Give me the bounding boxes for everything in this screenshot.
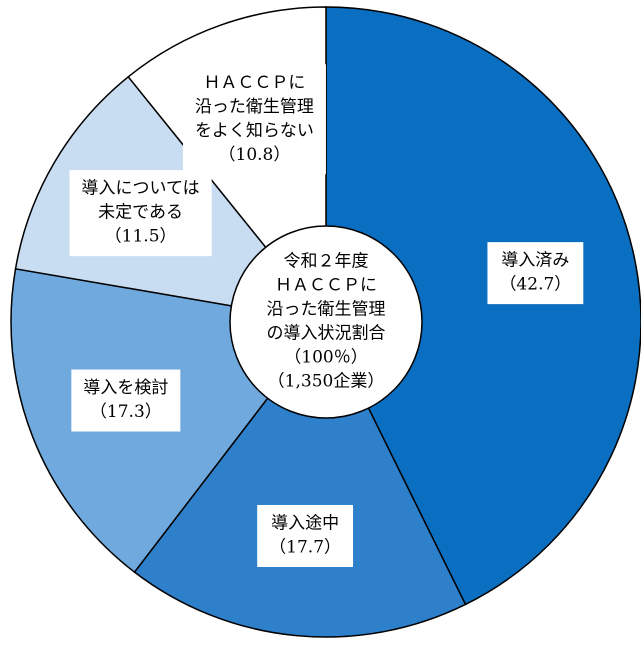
center-text: ＨＡＣＣＰに bbox=[275, 276, 377, 296]
category-label: 未定である bbox=[98, 203, 183, 223]
category-label: 導入済み bbox=[501, 251, 569, 271]
label-box bbox=[257, 504, 354, 567]
category-label: ＨＡＣＣＰに bbox=[203, 73, 305, 93]
value-label: （42.7） bbox=[499, 275, 571, 295]
value-label: （17.7） bbox=[269, 537, 341, 557]
slice-label: 導入途中 （17.7） bbox=[257, 504, 354, 567]
slice-label: 導入済み （42.7） bbox=[487, 242, 584, 305]
category-label: 導入途中 bbox=[271, 513, 339, 533]
center-text: 沿った衛生管理 bbox=[267, 300, 386, 320]
center-text: （1,350企業） bbox=[268, 372, 385, 392]
center-text: 令和２年度 bbox=[284, 252, 369, 272]
slice bbox=[325, 6, 641, 606]
category-label: 沿った衛生管理 bbox=[195, 97, 314, 117]
label-box bbox=[71, 369, 181, 432]
slice-label: 導入を検討 （17.3） bbox=[71, 369, 181, 432]
center-circle bbox=[229, 225, 423, 419]
center-text: の導入状況割合 bbox=[267, 324, 386, 344]
category-label: 導入を検討 bbox=[83, 378, 168, 398]
value-label: （17.3） bbox=[90, 402, 162, 422]
value-label: （11.5） bbox=[105, 227, 177, 247]
value-label: （10.8） bbox=[219, 145, 291, 165]
label-box bbox=[69, 170, 212, 257]
label-box bbox=[182, 64, 326, 175]
label-box bbox=[487, 242, 584, 305]
slice bbox=[133, 320, 467, 638]
category-label: をよく知らない bbox=[195, 121, 314, 141]
category-label: 導入については bbox=[82, 179, 200, 199]
center-text: （100％） bbox=[284, 348, 367, 368]
